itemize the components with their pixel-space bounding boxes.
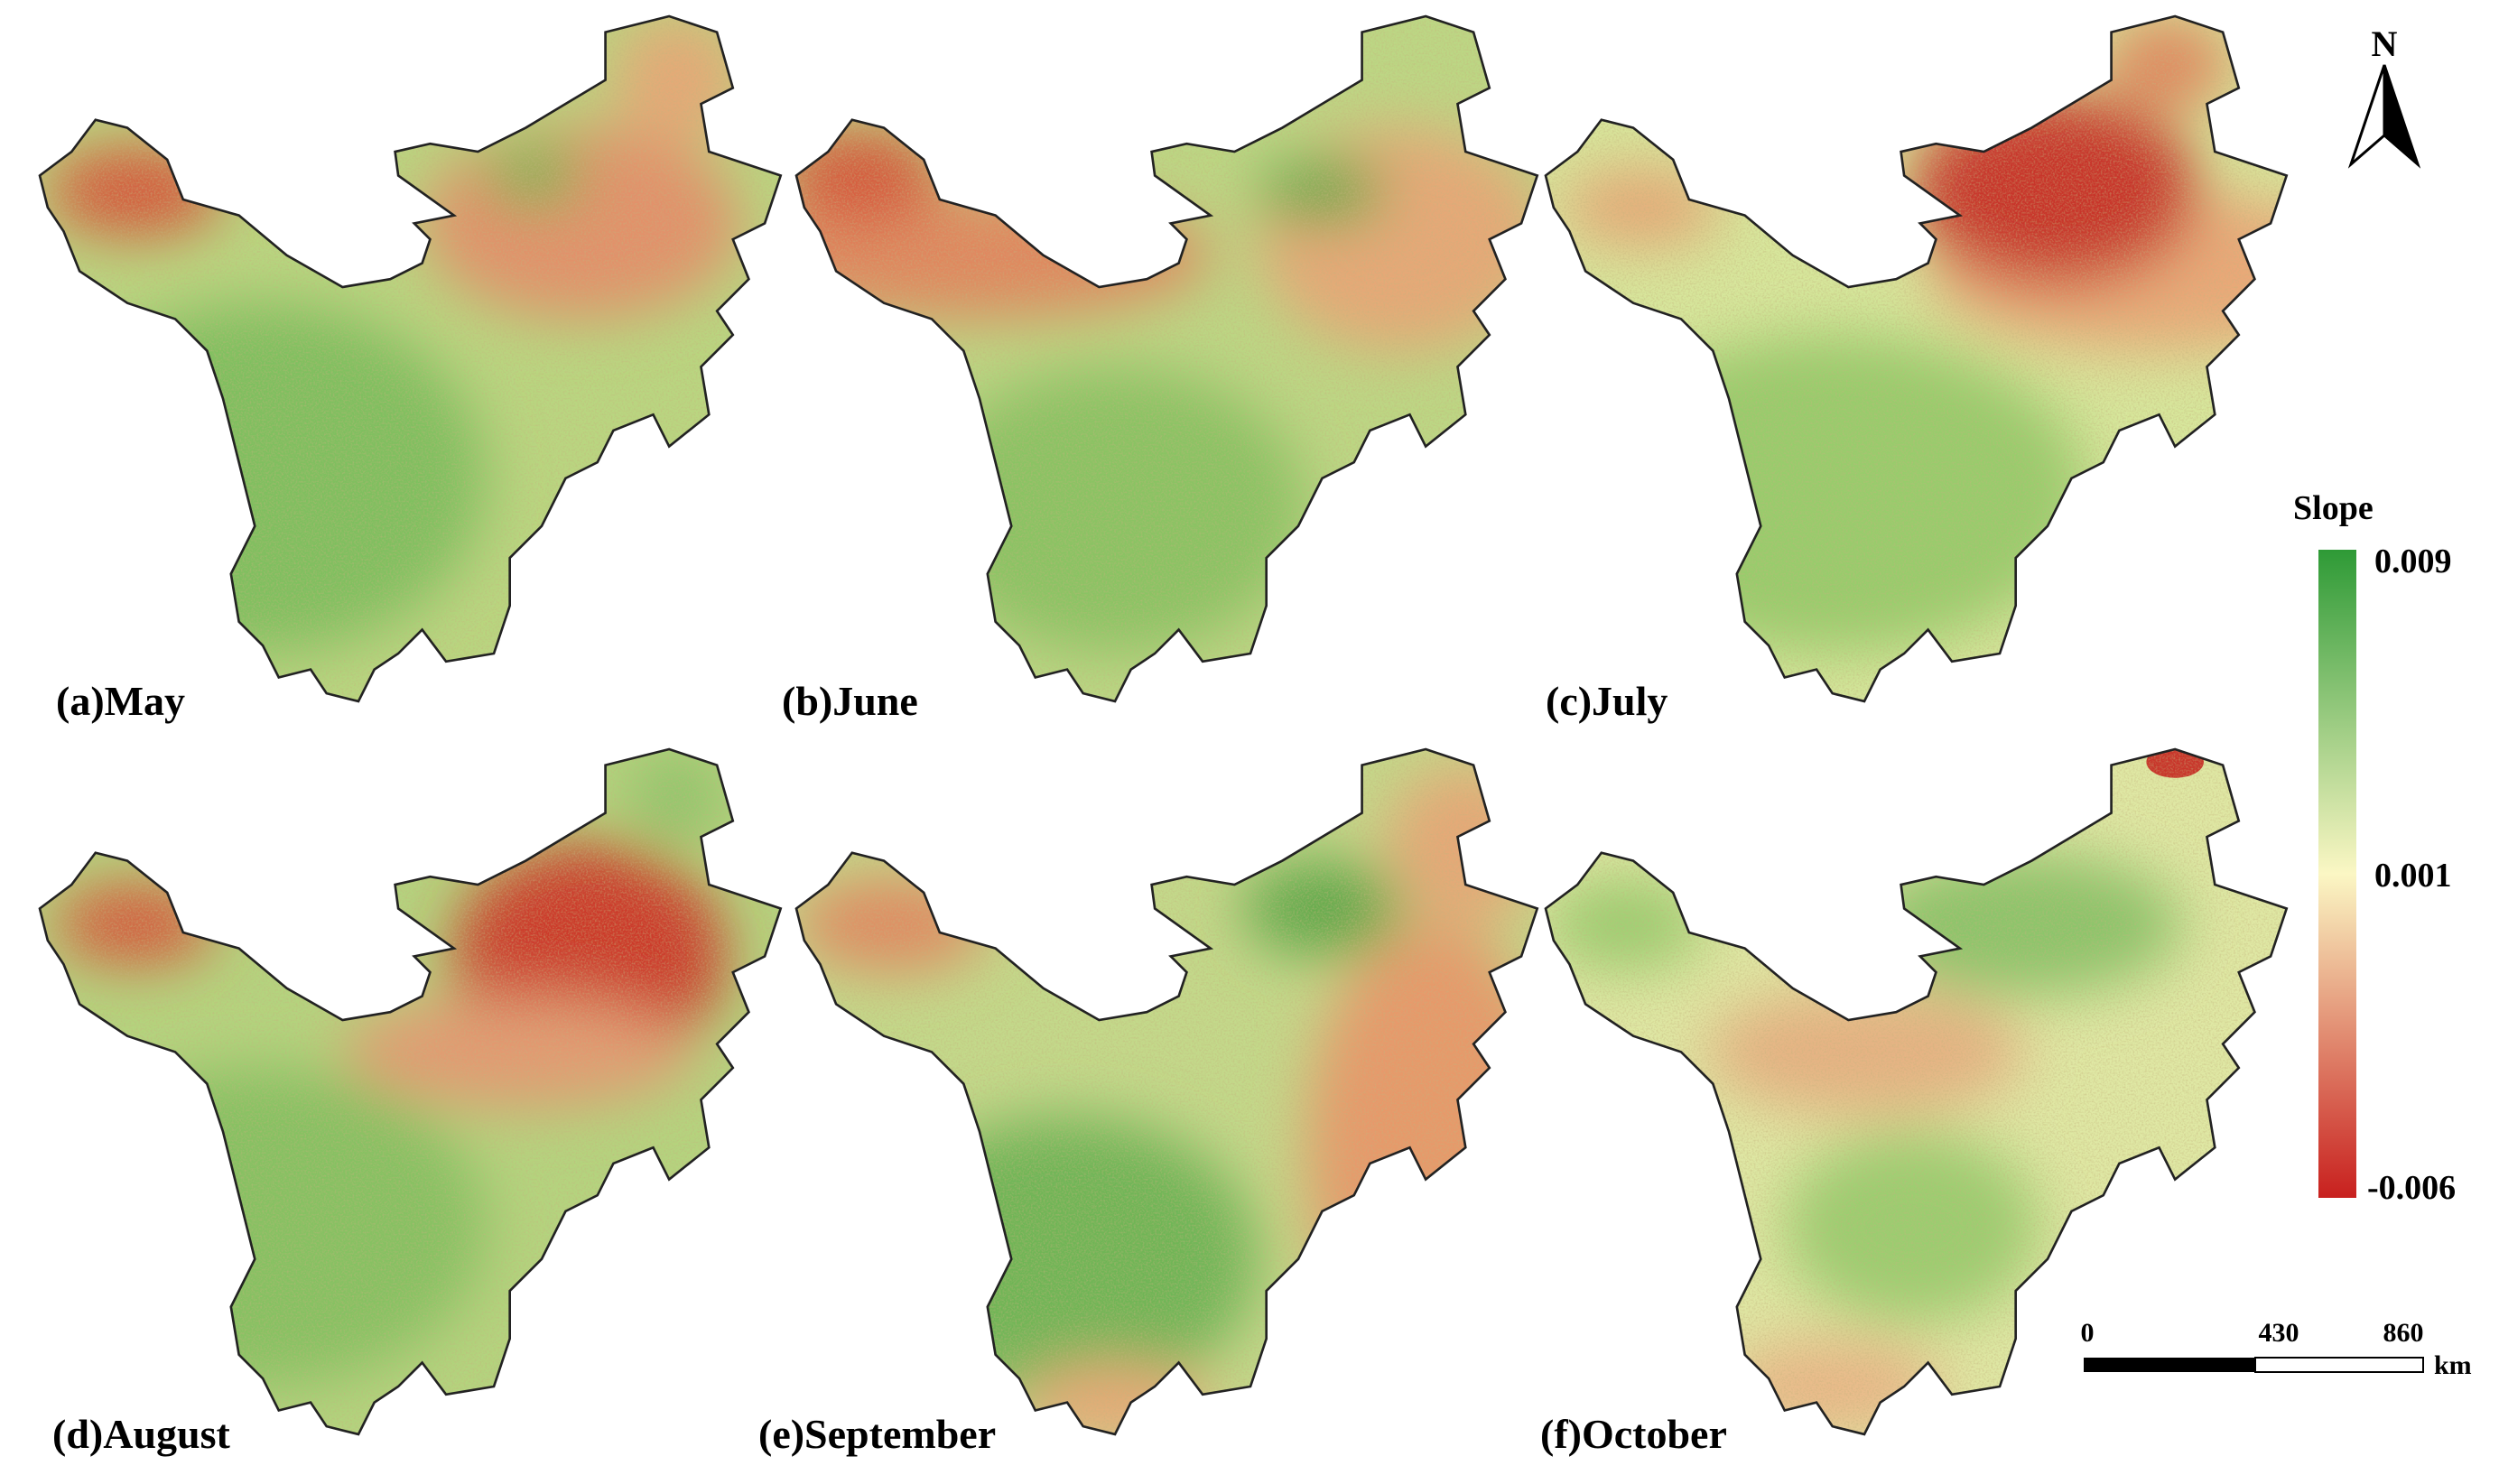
legend-value: 0.001 — [2374, 857, 2452, 895]
map-panel — [38, 747, 783, 1436]
panel-label: (b)June — [782, 678, 918, 724]
map-panel — [38, 14, 783, 703]
map-panel — [794, 747, 1539, 1436]
panel-label: (f)October — [1540, 1411, 1727, 1457]
panel-label: (c)July — [1546, 678, 1668, 724]
map-panel — [794, 14, 1539, 703]
map-panel — [1544, 14, 2289, 703]
legend-title: Slope — [2293, 489, 2374, 527]
scale-unit: km — [2434, 1350, 2472, 1380]
legend-value: -0.006 — [2367, 1169, 2456, 1207]
scale-label: 0 — [2081, 1318, 2095, 1348]
panel-label: (d)August — [52, 1411, 231, 1457]
scale-bar — [2084, 1357, 2424, 1373]
map-panel — [1544, 747, 2289, 1436]
legend-colorbar — [2318, 550, 2356, 1198]
scale-label: 860 — [2383, 1318, 2424, 1348]
north-label: N — [2372, 23, 2398, 64]
scale-label: 430 — [2259, 1318, 2299, 1348]
panel-label: (a)May — [56, 678, 185, 724]
legend-value: 0.009 — [2374, 543, 2452, 580]
panel-label: (e)September — [758, 1411, 996, 1457]
north-arrow — [2347, 64, 2421, 169]
